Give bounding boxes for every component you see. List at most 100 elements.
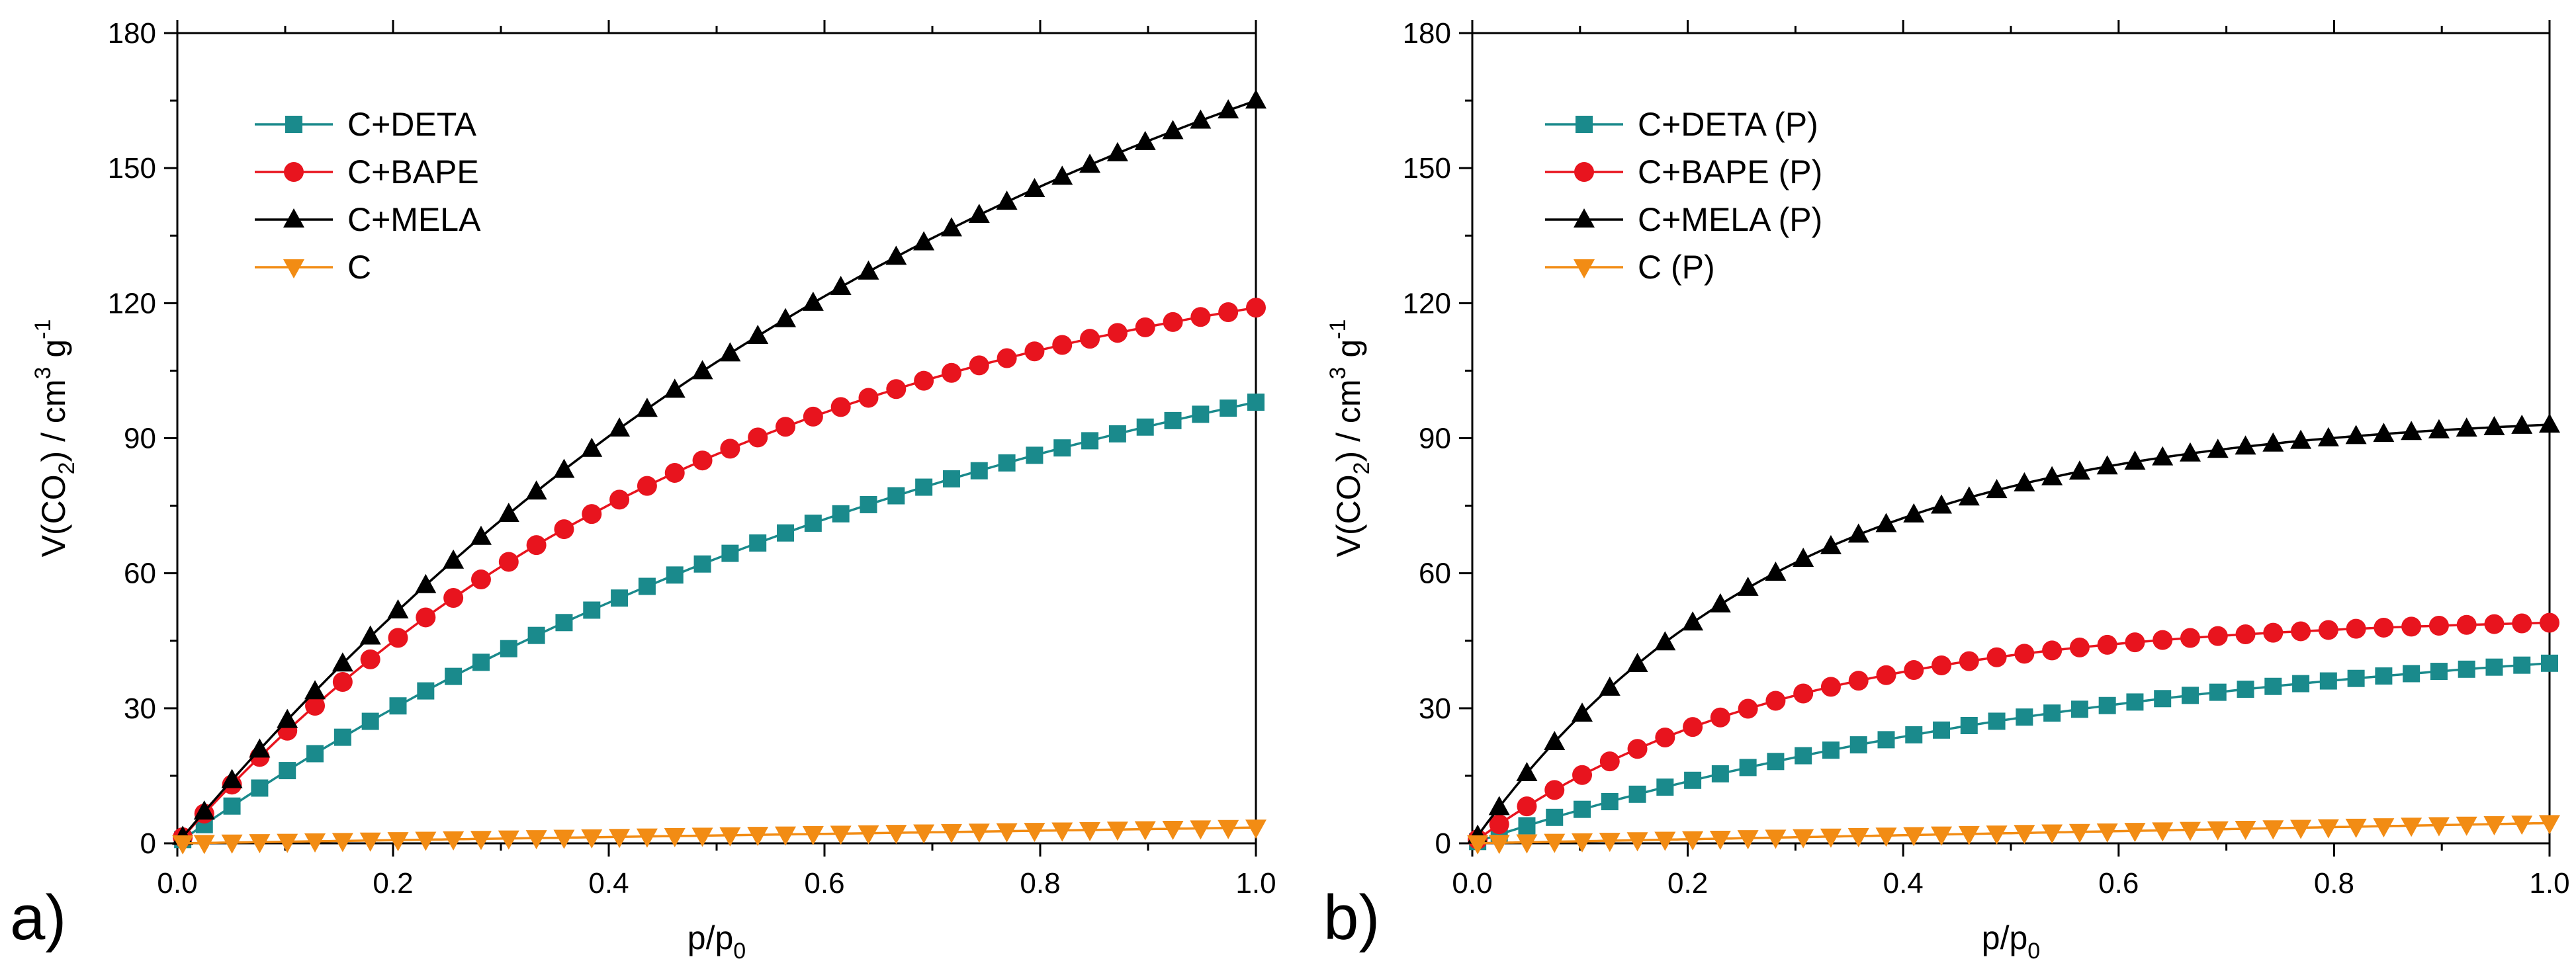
data-point <box>2430 663 2448 681</box>
data-point <box>941 362 961 383</box>
data-point <box>1933 721 1951 739</box>
data-point <box>1711 765 1729 782</box>
data-point <box>2125 632 2145 653</box>
data-point <box>2292 675 2310 693</box>
data-point <box>2485 658 2503 676</box>
data-point <box>360 649 380 669</box>
data-point <box>2069 637 2090 657</box>
data-point <box>1958 486 1980 506</box>
data-point <box>221 834 243 854</box>
legend-marker <box>285 116 302 133</box>
data-point <box>2373 423 2395 442</box>
data-point <box>1875 513 1897 532</box>
legend-label: C+BAPE <box>347 153 479 190</box>
x-tick-label: 0.0 <box>1452 867 1492 900</box>
data-point <box>1052 335 1073 355</box>
data-point <box>830 275 852 295</box>
data-point <box>361 712 379 730</box>
data-point <box>2014 472 2035 491</box>
legend-marker <box>283 208 304 228</box>
series-c-deta <box>174 394 1265 849</box>
legend-label: C+MELA (P) <box>1638 201 1822 238</box>
data-point <box>2014 644 2035 664</box>
data-point <box>2068 460 2090 480</box>
x-tick-label: 0.6 <box>804 867 844 900</box>
data-point <box>2235 624 2256 645</box>
data-point <box>1738 698 1758 719</box>
data-point <box>2428 419 2450 439</box>
data-point <box>997 348 1017 368</box>
data-point <box>664 828 686 848</box>
data-point <box>2319 672 2337 690</box>
legend-item: C+BAPE <box>255 153 479 190</box>
x-tick-label: 0.8 <box>1020 867 1060 900</box>
data-point <box>251 779 269 797</box>
data-point <box>749 534 767 552</box>
data-point <box>970 462 988 480</box>
series-line <box>176 99 1257 845</box>
data-point <box>2152 446 2174 466</box>
data-point <box>2483 415 2505 435</box>
data-point <box>1516 761 1538 781</box>
y-axis-title: V(CO2) / cm3 g-1 <box>1325 319 1374 558</box>
data-point <box>443 549 465 569</box>
data-point <box>581 437 603 457</box>
data-point <box>1488 796 1510 816</box>
data-point <box>416 607 436 628</box>
panel-label: a) <box>10 882 66 953</box>
data-point <box>1134 130 1156 150</box>
data-point <box>554 519 574 540</box>
data-point <box>1544 780 1565 800</box>
data-point <box>470 569 491 590</box>
data-point <box>1765 561 1787 581</box>
data-point <box>1737 830 1759 850</box>
series-c-mela <box>172 89 1266 845</box>
data-point <box>719 827 741 847</box>
data-point <box>1162 821 1184 841</box>
data-point <box>914 370 934 391</box>
legend-item: C+DETA <box>255 106 477 143</box>
data-point <box>638 577 656 595</box>
data-point <box>942 470 960 487</box>
data-point <box>1245 820 1266 839</box>
y-tick-label: 0 <box>140 827 156 860</box>
data-point <box>830 397 851 417</box>
data-point <box>2181 687 2199 704</box>
data-point <box>2016 708 2033 726</box>
data-point <box>2346 618 2366 639</box>
data-point <box>2043 704 2061 722</box>
data-point <box>2513 656 2531 674</box>
data-point <box>1601 792 1619 810</box>
series-c-bape <box>173 298 1266 847</box>
data-point <box>1599 676 1621 696</box>
chart-panel-b: 0.0 0.2 0.4 0.6 0.8 1.0 0 30 60 90 120 150 180 p/p0 V(… <box>1323 17 2570 964</box>
data-point <box>2511 816 2533 835</box>
y-axis-title: V(CO2) / cm3 g-1 <box>30 319 79 558</box>
data-point <box>1903 503 1925 523</box>
data-point <box>1247 394 1265 411</box>
data-point <box>443 831 465 851</box>
data-point <box>858 260 879 280</box>
data-point <box>2207 821 2229 841</box>
data-point <box>583 601 601 619</box>
data-point <box>1684 771 1702 789</box>
data-point <box>2263 622 2284 643</box>
data-point <box>1488 835 1510 855</box>
data-point <box>306 745 324 763</box>
data-point <box>1163 312 1183 332</box>
y-tick-label: 30 <box>1419 693 1451 725</box>
data-point <box>720 439 740 459</box>
data-point <box>2124 823 2146 843</box>
y-tick-label: 90 <box>124 423 156 455</box>
data-point <box>1986 647 2007 667</box>
data-point <box>1135 317 1155 337</box>
data-point <box>1245 89 1266 109</box>
data-point <box>1079 821 1101 841</box>
data-point <box>2456 614 2477 635</box>
legend-marker <box>284 162 304 182</box>
data-point <box>498 502 519 522</box>
data-point <box>1544 833 1566 853</box>
data-point <box>886 379 907 399</box>
data-point <box>2042 640 2063 661</box>
data-point <box>2098 696 2116 714</box>
